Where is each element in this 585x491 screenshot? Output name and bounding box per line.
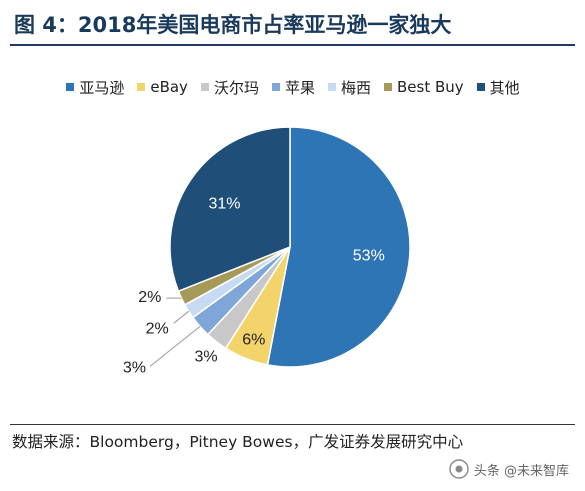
legend-label: eBay bbox=[150, 78, 188, 96]
legend-swatch bbox=[383, 83, 392, 91]
leader-line bbox=[173, 310, 190, 324]
watermark: 头条 @未来智库 bbox=[449, 459, 569, 479]
source-divider bbox=[10, 424, 575, 425]
pie-chart: 53% 6% 3% 3% 2% 2% 31% bbox=[123, 126, 411, 376]
slice-label: 3% bbox=[123, 359, 146, 376]
legend-swatch bbox=[327, 83, 336, 91]
legend-label: 其他 bbox=[489, 78, 520, 97]
legend-label: Best Buy bbox=[396, 78, 464, 96]
figure-title: 图 4：2018年美国电商市占率亚马逊一家独大 bbox=[14, 13, 452, 37]
legend-swatch bbox=[476, 83, 485, 91]
legend-item: 苹果 bbox=[271, 77, 315, 98]
watermark-label: 头条 @未来智库 bbox=[473, 463, 569, 479]
slice-label: 3% bbox=[194, 348, 217, 365]
chart-legend: 亚马逊 eBay 沃尔玛 苹果 梅西 Best Buy 其他 bbox=[8, 76, 578, 98]
legend-swatch bbox=[137, 83, 146, 91]
slice-label: 2% bbox=[138, 289, 161, 306]
slice-label: 6% bbox=[242, 332, 265, 349]
slice-label: 31% bbox=[208, 196, 240, 213]
title-divider bbox=[10, 44, 575, 46]
legend-label: 苹果 bbox=[284, 78, 315, 97]
legend-item: 梅西 bbox=[327, 77, 371, 98]
legend-item: 沃尔玛 bbox=[200, 77, 259, 98]
leader-line bbox=[149, 326, 201, 367]
camera-icon bbox=[449, 459, 469, 479]
pie-slice bbox=[266, 126, 411, 368]
legend-item: 其他 bbox=[476, 77, 520, 98]
slice-label: 53% bbox=[353, 248, 385, 265]
legend-label: 亚马逊 bbox=[79, 78, 125, 97]
slice-label: 2% bbox=[146, 320, 169, 337]
legend-swatch bbox=[271, 83, 280, 91]
legend-swatch bbox=[200, 83, 209, 91]
legend-item: 亚马逊 bbox=[66, 77, 124, 98]
legend-label: 梅西 bbox=[340, 78, 371, 97]
legend-label: 沃尔玛 bbox=[213, 78, 259, 97]
pie-slice bbox=[169, 126, 291, 293]
legend-item: eBay bbox=[137, 78, 188, 96]
legend-swatch bbox=[66, 83, 75, 91]
legend-item: Best Buy bbox=[383, 78, 464, 96]
source-note: 数据来源：Bloomberg，Pitney Bowes，广发证券发展研究中心 bbox=[12, 433, 464, 451]
